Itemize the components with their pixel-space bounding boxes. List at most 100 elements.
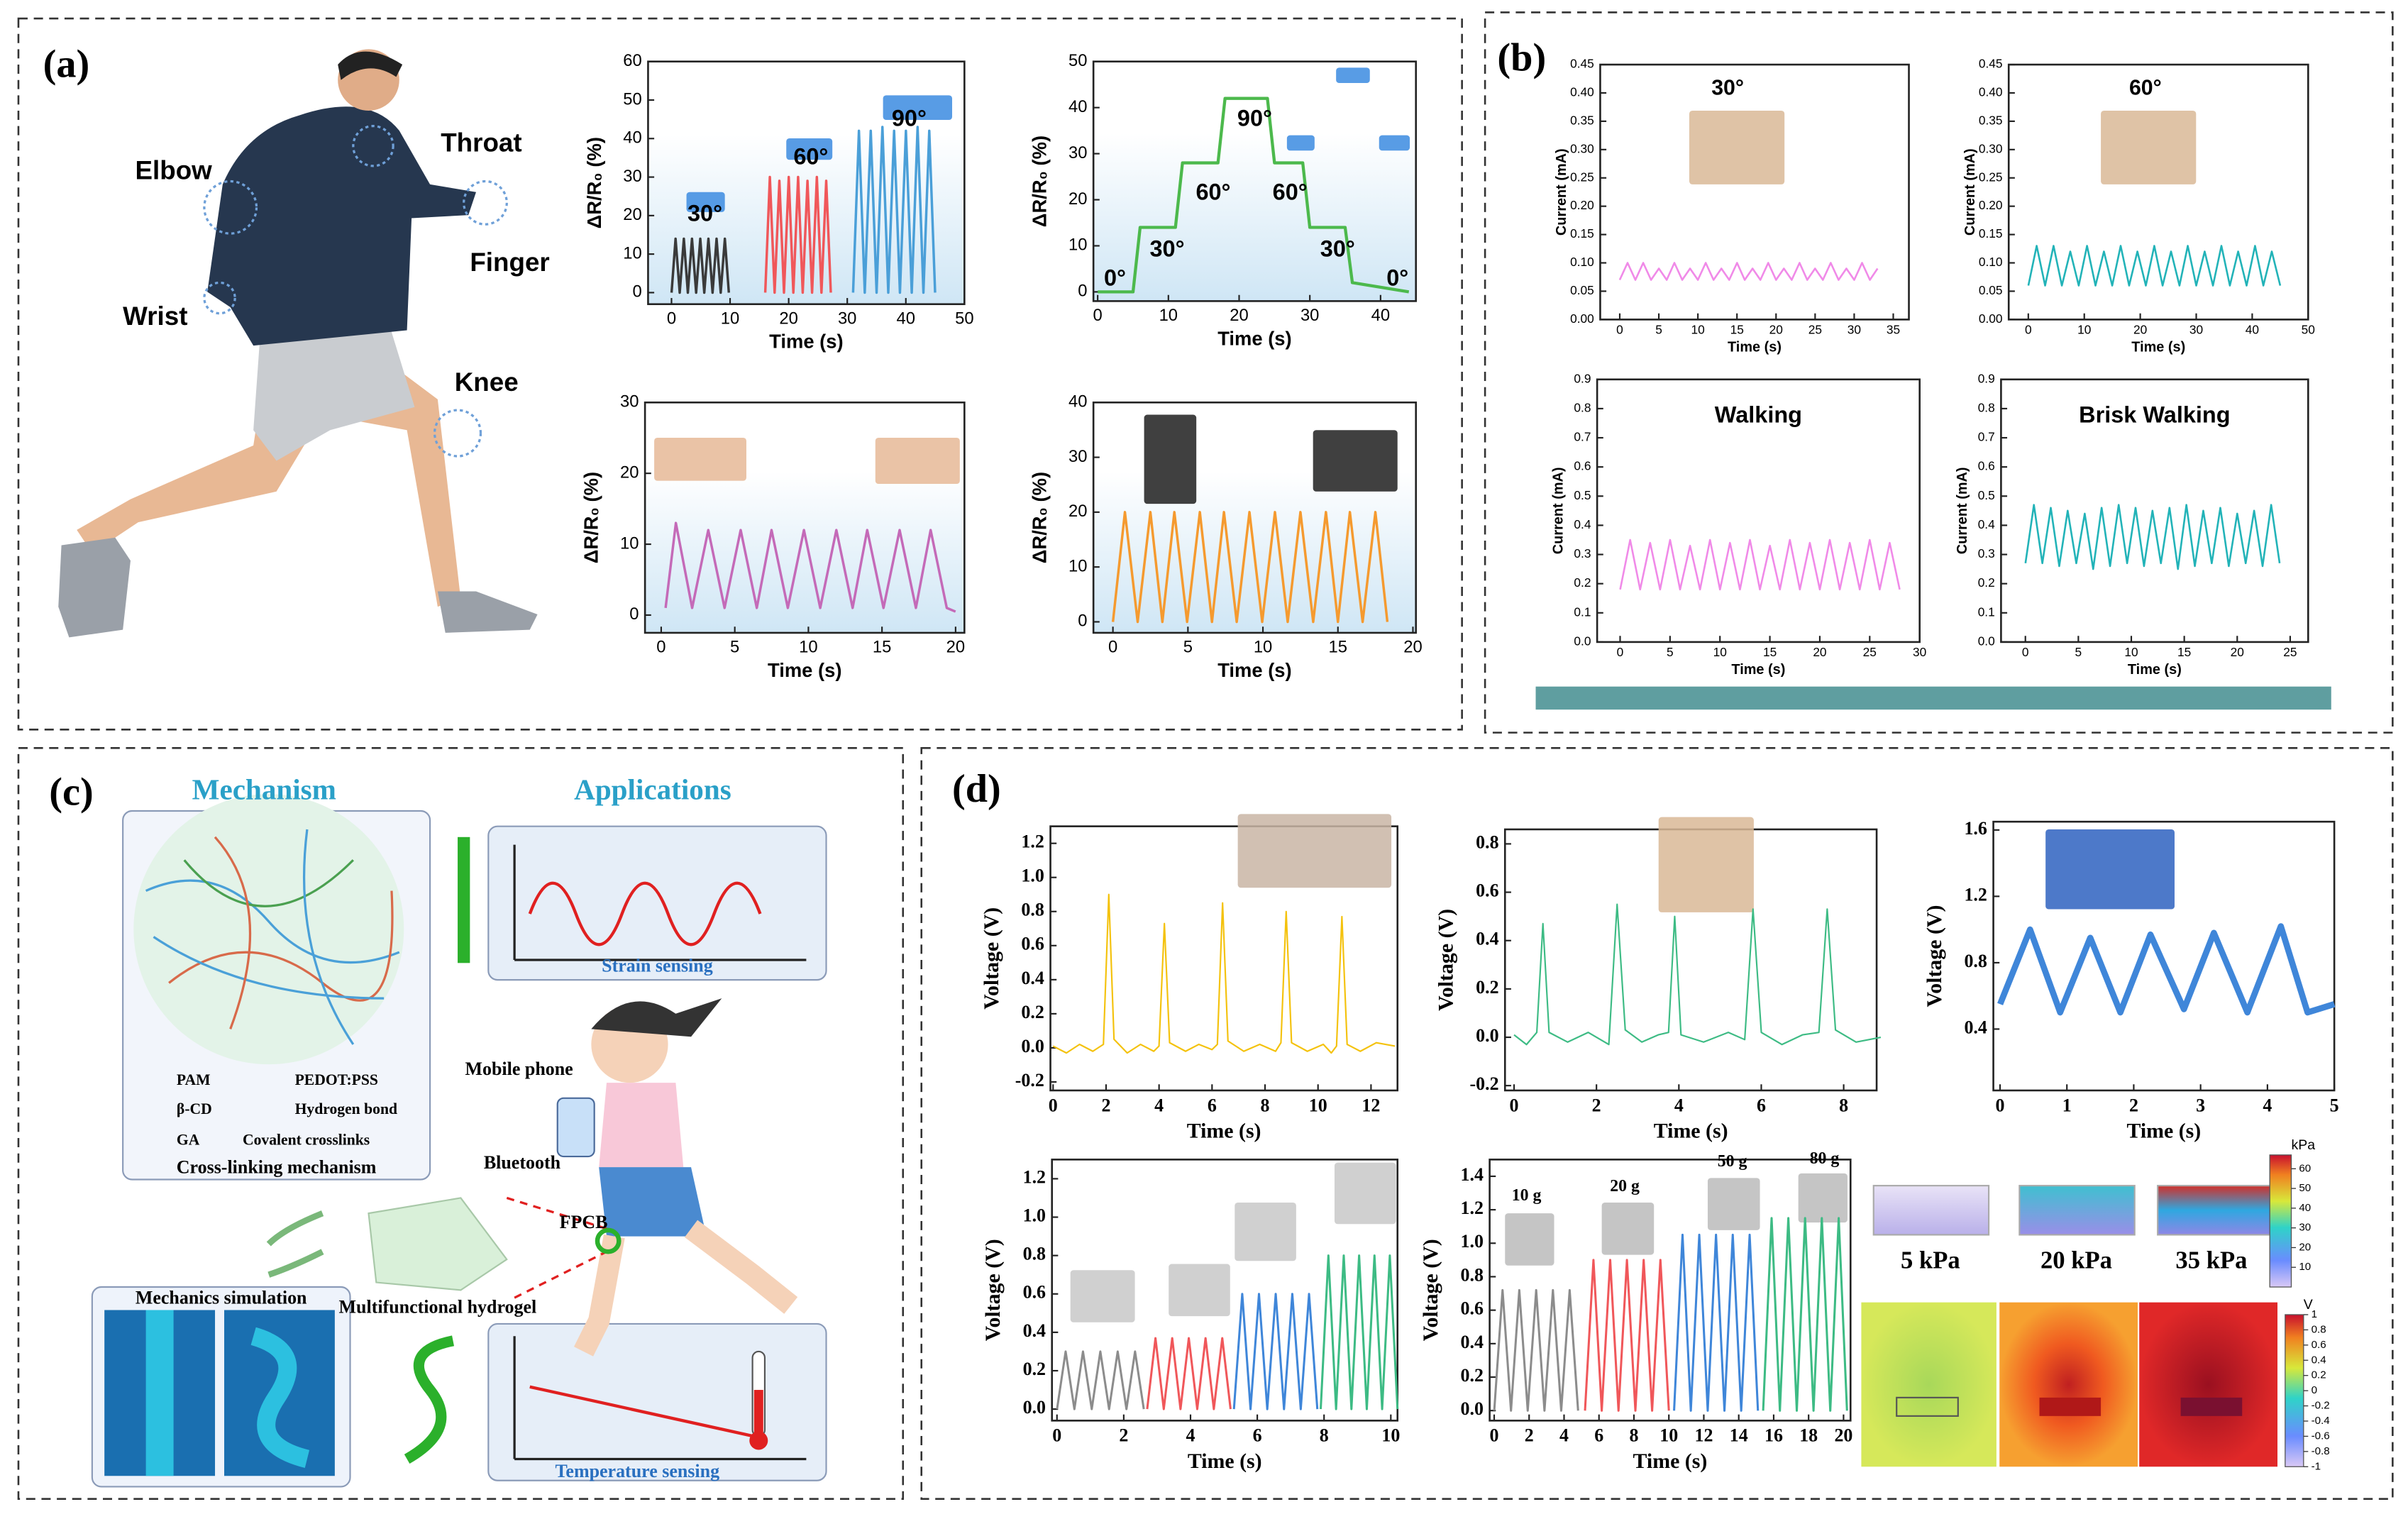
y-tick-label: 0.4 — [1978, 517, 1995, 531]
chart: 0 5 10 15 20 25 30 35 0.00 0.05 0.10 0.15 0.20 0.25 0.… — [1554, 57, 1910, 355]
data-line — [1762, 1217, 1848, 1412]
photo — [1237, 814, 1392, 888]
y-tick-label: 30 — [623, 167, 641, 186]
chart-title: Walking — [1715, 402, 1802, 427]
y-tick-label: 0.2 — [1978, 575, 1995, 590]
colorbar-scale — [2285, 1314, 2304, 1467]
chart: 0 2 4 6 8 10 12 -0.2 0.0 0.2 0.4 0.6 0.8 1.0 1.2 Time (… — [980, 814, 1399, 1143]
y-axis-label: Voltage (V) — [1923, 905, 1946, 1007]
plot-area — [1596, 378, 1921, 643]
panel-c-schematic — [91, 794, 827, 1488]
y-tick-label: -0.2 — [1015, 1070, 1044, 1090]
x-tick-label: 6 — [1208, 1095, 1217, 1115]
colorbar-tick-label: 50 — [2299, 1182, 2311, 1194]
x-tick-label: 15 — [1763, 645, 1777, 659]
network — [133, 794, 404, 1065]
colorbar-unit: kPa — [2291, 1137, 2315, 1153]
legend-entry: GA — [177, 1131, 200, 1148]
y-tick-label: 0.05 — [1979, 283, 2003, 297]
x-axis-label: Time (s) — [1728, 339, 1782, 355]
photo — [1334, 1162, 1396, 1225]
x-tick-label: 8 — [1629, 1425, 1638, 1446]
y-axis-label: ΔR/R₀ (%) — [1029, 136, 1051, 227]
y-axis-label: ΔR/R₀ (%) — [580, 472, 602, 563]
photo — [786, 138, 833, 160]
data-line — [1493, 1288, 1579, 1412]
x-tick-label: 25 — [1808, 323, 1822, 337]
y-tick-label: 0.3 — [1978, 546, 1995, 560]
data-line — [1619, 538, 1901, 591]
colorbar-tick-label: 0 — [2312, 1384, 2317, 1396]
x-tick-label: 4 — [1186, 1425, 1195, 1446]
y-tick-label: 0.4 — [1021, 968, 1044, 988]
colorbar-scale — [2269, 1154, 2292, 1288]
x-axis-label: Time (s) — [1217, 659, 1291, 681]
body-label: Throat — [441, 128, 521, 157]
y-tick-label: 1.6 — [1964, 818, 1987, 839]
x-tick-label: 2 — [1101, 1095, 1110, 1115]
x-tick-label: 20 — [1230, 306, 1248, 325]
caption: Strain sensing — [602, 956, 713, 976]
y-tick-label: 1.2 — [1023, 1166, 1046, 1187]
panel-label: (b) — [1497, 36, 1546, 80]
y-tick-label: 60 — [623, 51, 641, 70]
y-tick-label: 0.2 — [1460, 1365, 1483, 1386]
colorbar-unit: V — [2304, 1297, 2313, 1313]
caption: Temperature sensing — [555, 1461, 719, 1481]
y-axis-label: Current (mA) — [1551, 467, 1567, 554]
x-tick-label: 40 — [897, 309, 915, 328]
caption: FPCB — [560, 1212, 608, 1232]
data-line — [2024, 504, 2281, 570]
annotation: 20 g — [1610, 1177, 1640, 1195]
y-tick-label: 50 — [623, 89, 641, 109]
data-line — [664, 521, 956, 613]
x-tick-label: 12 — [1694, 1425, 1713, 1446]
x-tick-label: 10 — [2077, 323, 2091, 337]
chart: 0 5 10 15 20 0 10 20 30 40 Time (s) ΔR/R₀ (%) — [1029, 392, 1423, 681]
x-axis-label: Time (s) — [2126, 1120, 2201, 1143]
x-tick-label: 15 — [1329, 638, 1347, 657]
y-tick-label: 0.6 — [1021, 934, 1044, 954]
plot-area — [1599, 63, 1910, 321]
data-line — [1232, 1293, 1319, 1410]
x-tick-label: 3 — [2196, 1095, 2205, 1115]
x-tick-label: 2 — [1592, 1095, 1601, 1115]
x-axis-label: Time (s) — [1654, 1120, 1728, 1143]
y-tick-label: 0.6 — [1476, 880, 1498, 901]
y-axis-label: Voltage (V) — [981, 1239, 1005, 1341]
x-axis-label: Time (s) — [1633, 1449, 1708, 1473]
x-tick-label: 10 — [1659, 1425, 1678, 1446]
x-tick-label: 5 — [2075, 645, 2082, 659]
x-tick-label: 10 — [2124, 645, 2138, 659]
photo — [1379, 135, 1410, 151]
y-tick-label: 0.1 — [1978, 604, 1995, 619]
legend-entry: Hydrogen bond — [295, 1100, 397, 1117]
y-tick-label: 0.4 — [1574, 517, 1591, 531]
x-tick-label: 18 — [1799, 1425, 1818, 1446]
y-tick-label: 0.40 — [1979, 85, 2003, 99]
y-tick-label: 0.25 — [1570, 170, 1594, 184]
annotation: 0° — [1104, 265, 1126, 291]
x-axis-label: Time (s) — [2128, 662, 2182, 678]
annotation: 30° — [687, 201, 722, 226]
x-tick-label: 30 — [2189, 323, 2203, 337]
x-tick-label: 14 — [1730, 1425, 1748, 1446]
data-line — [1618, 262, 1879, 281]
y-tick-label: 0.6 — [1460, 1298, 1483, 1319]
panel-label: (a) — [43, 42, 90, 86]
body-label: Finger — [470, 248, 549, 277]
x-tick-label: 12 — [1362, 1095, 1380, 1115]
y-tick-label: 0.5 — [1978, 488, 1995, 502]
y-tick-label: 0 — [1078, 282, 1087, 301]
y-tick-label: 20 — [623, 205, 641, 224]
x-tick-label: 0 — [2025, 323, 2032, 337]
y-tick-label: 0.7 — [1574, 430, 1591, 444]
data-line — [1146, 1337, 1232, 1410]
x-tick-label: 30 — [838, 309, 856, 328]
y-tick-label: 20 — [1068, 189, 1087, 209]
x-tick-label: 10 — [1159, 306, 1178, 325]
data-line — [1997, 923, 2336, 1016]
photo — [1689, 110, 1785, 184]
y-tick-label: 10 — [1068, 236, 1087, 255]
y-tick-label: 1.2 — [1021, 832, 1044, 852]
